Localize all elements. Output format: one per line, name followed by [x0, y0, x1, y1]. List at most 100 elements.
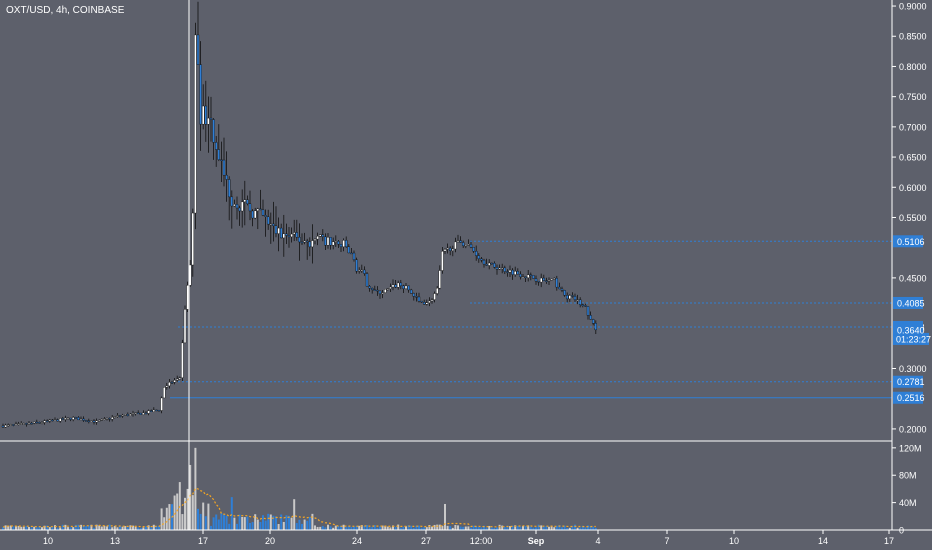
candle-body — [183, 309, 187, 344]
candle-body — [417, 296, 421, 302]
volume-bar — [441, 525, 444, 530]
volume-bar — [87, 525, 90, 530]
time-tick-label: 10 — [43, 536, 53, 546]
volume-bar — [457, 525, 459, 530]
candle-body — [540, 277, 543, 283]
price-level-tag — [893, 235, 923, 248]
candle-body — [553, 278, 556, 280]
volume-bar — [366, 525, 368, 530]
volume-axis-ticks: 120M 80M 40M 0 — [892, 443, 922, 536]
candle-body — [155, 409, 158, 412]
candle-body — [6, 424, 10, 427]
volume-bar — [407, 525, 410, 530]
candle-body — [157, 409, 161, 412]
candle-body — [363, 269, 366, 274]
volume-bar — [69, 527, 72, 530]
time-tick-label: 17 — [884, 536, 894, 546]
candles — [1, 1, 597, 428]
volume-bar — [210, 525, 212, 530]
price-level-value: 0.2781 — [897, 377, 925, 387]
volume-bar — [446, 525, 449, 530]
volume-bar — [56, 527, 59, 530]
candle-body — [269, 223, 272, 226]
candle-body — [402, 285, 405, 289]
volume-bar — [124, 526, 127, 530]
candle-body — [144, 412, 148, 415]
volume-bar — [7, 525, 10, 530]
candle-body — [524, 276, 527, 279]
candle-body — [194, 34, 197, 214]
volume-bar — [2, 527, 4, 530]
candle-body — [298, 237, 301, 243]
price-level-value: 0.2516 — [897, 393, 925, 403]
candle-body — [110, 417, 114, 420]
volume-bar — [358, 525, 361, 530]
volume-bar — [371, 526, 374, 530]
candle-body — [337, 241, 340, 245]
volume-bar — [9, 525, 12, 530]
volume-bar — [477, 526, 480, 530]
time-tick-label: 20 — [265, 536, 275, 546]
volume-tick-label: 80M — [899, 471, 917, 481]
volume-bar — [176, 493, 179, 530]
candle-body — [342, 240, 345, 247]
volume-bar — [20, 526, 23, 530]
volume-bar — [347, 526, 350, 530]
candle-body — [233, 204, 236, 207]
volume-bar — [168, 504, 171, 530]
candle-body — [14, 423, 18, 426]
candle-body — [592, 319, 595, 324]
candle-body — [235, 204, 239, 209]
candle-body — [74, 417, 78, 419]
volume-bar — [566, 527, 569, 530]
volume-bar — [74, 524, 77, 530]
volume-bar — [555, 525, 558, 530]
candle-body — [397, 282, 400, 288]
candle-body — [542, 277, 545, 281]
volume-bar — [301, 523, 303, 530]
candle-body — [394, 284, 397, 288]
volume-bar — [269, 514, 272, 530]
candle-body — [64, 417, 67, 420]
volume-bar — [329, 526, 332, 530]
volume-bar — [194, 447, 197, 530]
volume-bar — [111, 527, 114, 530]
volume-bar — [223, 514, 225, 530]
candle-body — [456, 240, 460, 243]
volume-bar — [267, 513, 270, 530]
candle-body — [56, 419, 59, 422]
volume-bar — [498, 524, 501, 530]
volume-bar — [438, 524, 441, 530]
candle-body — [95, 420, 98, 423]
volume-bar — [191, 495, 194, 530]
candle-body — [415, 296, 418, 298]
volume-bar — [85, 526, 88, 530]
candle-body — [4, 424, 7, 428]
candle-body — [316, 236, 319, 240]
volume-bar — [230, 497, 233, 530]
candle-body — [438, 270, 441, 289]
volume-bar — [204, 516, 207, 530]
price-level-value: 0.4085 — [897, 298, 925, 308]
volume-bar — [215, 514, 218, 530]
volume-bar — [238, 514, 241, 530]
volume-bar — [550, 525, 553, 530]
candle-body — [360, 269, 363, 272]
volume-bar — [308, 517, 311, 530]
candle-body — [147, 410, 150, 414]
volume-bar — [376, 527, 379, 530]
candle-body — [350, 252, 353, 255]
volume-bar — [522, 526, 524, 530]
volume-bar — [184, 497, 186, 530]
volume-bar — [38, 526, 41, 530]
volume-bar — [399, 527, 402, 530]
volume-bar — [72, 527, 75, 530]
volume-bar — [288, 515, 290, 530]
volume-bar — [12, 526, 15, 530]
candle-body — [240, 201, 244, 212]
candle-body — [214, 142, 218, 150]
volume-bar — [410, 525, 413, 530]
volume-bar — [181, 514, 184, 530]
candle-body — [329, 237, 332, 246]
